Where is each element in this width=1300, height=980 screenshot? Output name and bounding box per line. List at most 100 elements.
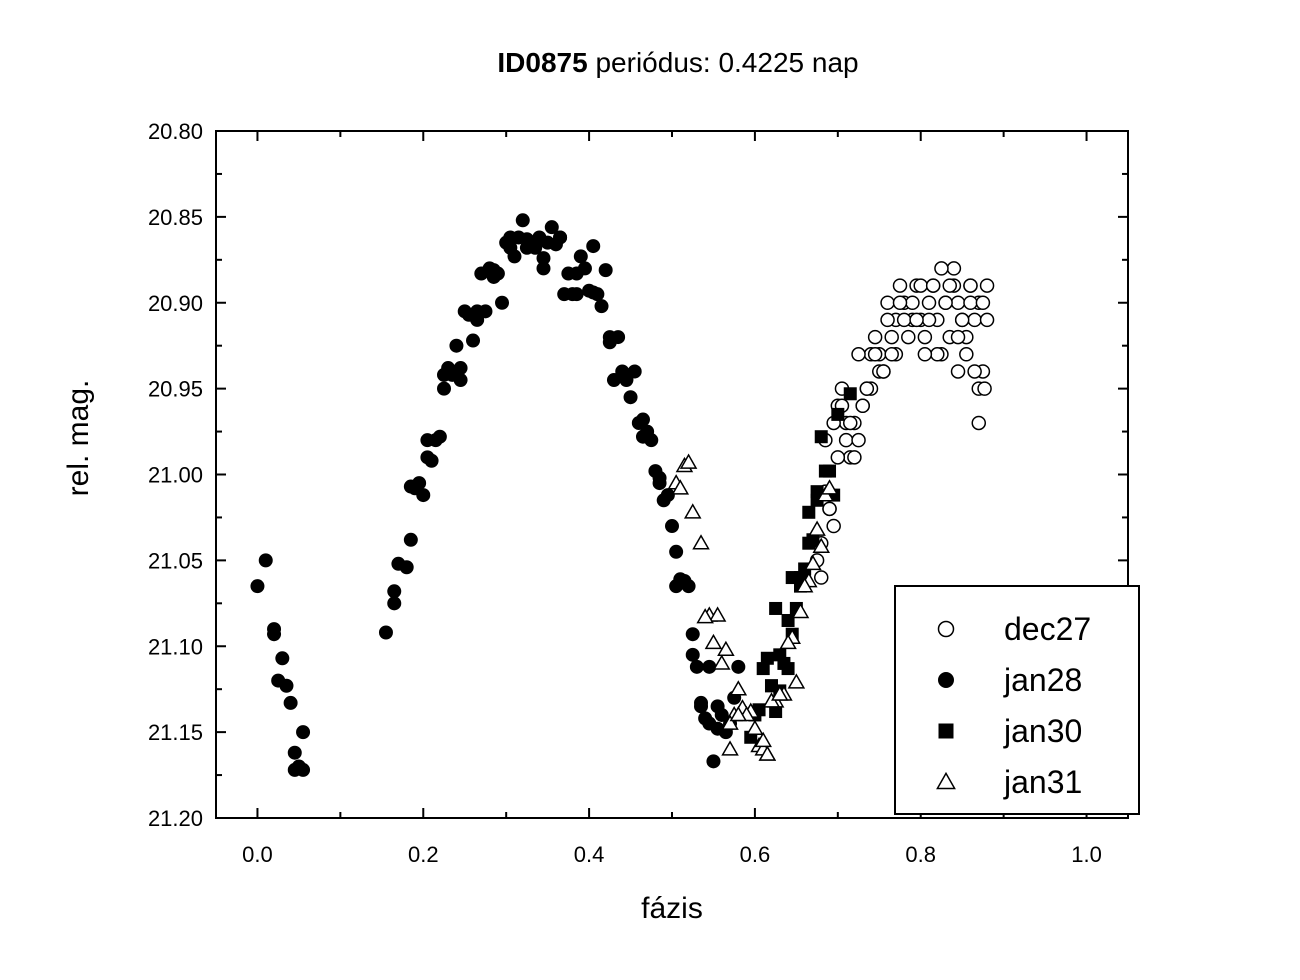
data-point-jan28	[586, 285, 601, 300]
y-tick-label: 20.85	[148, 205, 203, 230]
data-point-jan30	[760, 651, 774, 665]
legend-marker-jan31	[936, 771, 956, 790]
y-tick-label: 21.10	[148, 634, 203, 659]
data-point-dec27	[909, 312, 924, 328]
data-point-jan28	[378, 625, 393, 640]
chart-title-id: ID0875	[497, 47, 587, 78]
data-point-jan28	[635, 412, 650, 427]
data-point-jan31	[717, 640, 735, 657]
data-point-jan30	[781, 662, 795, 676]
data-point-jan28	[432, 429, 447, 444]
data-point-jan31	[820, 479, 839, 495]
data-point-dec27	[950, 329, 966, 345]
data-point-jan30	[814, 430, 828, 444]
data-point-dec27	[838, 432, 854, 448]
data-point-dec27	[959, 347, 974, 362]
x-tick-label: 0.4	[574, 842, 605, 867]
y-tick-label: 21.05	[148, 548, 203, 573]
data-point-jan28	[569, 266, 584, 281]
data-point-jan28	[466, 333, 481, 348]
y-tick-label: 20.90	[148, 291, 203, 316]
data-point-jan31	[721, 714, 739, 730]
data-point-jan31	[729, 680, 748, 696]
y-tick-label: 21.20	[148, 806, 203, 831]
data-point-jan28	[669, 579, 684, 594]
data-point-jan28	[453, 373, 468, 388]
data-point-jan30	[810, 485, 824, 499]
data-point-jan28	[412, 476, 427, 491]
data-point-jan30	[781, 613, 795, 627]
data-point-dec27	[975, 295, 991, 310]
data-point-jan28	[553, 230, 568, 245]
chart-title: ID0875 periódus: 0.4225 nap	[497, 47, 858, 78]
data-point-jan31	[721, 740, 739, 756]
legend-box	[894, 585, 1140, 815]
data-point-jan31	[704, 633, 723, 650]
x-tick-label: 0.0	[242, 842, 273, 867]
data-point-jan28	[652, 476, 667, 491]
data-point-jan28	[619, 371, 634, 386]
y-tick-label: 20.95	[148, 377, 203, 402]
data-point-jan28	[602, 335, 617, 350]
data-point-jan28	[283, 695, 298, 710]
data-point-jan28	[544, 220, 559, 235]
data-point-jan28	[669, 544, 684, 559]
data-point-jan28	[706, 754, 721, 769]
y-axis-label: rel. mag.	[62, 380, 95, 497]
data-point-dec27	[967, 312, 982, 328]
data-point-dec27	[892, 295, 908, 310]
x-tick-label: 0.8	[905, 842, 936, 867]
data-point-jan28	[702, 659, 717, 674]
data-point-jan30	[756, 662, 770, 676]
data-point-jan31	[712, 654, 731, 670]
data-point-dec27	[892, 278, 908, 293]
data-point-jan28	[503, 240, 518, 255]
data-point-dec27	[925, 278, 941, 293]
x-tick-label: 0.6	[740, 842, 771, 867]
data-point-dec27	[830, 450, 846, 465]
data-point-jan28	[275, 651, 290, 666]
data-point-jan30	[843, 387, 857, 401]
data-point-dec27	[876, 364, 891, 379]
series-jan30	[744, 387, 857, 744]
data-point-dec27	[921, 295, 937, 310]
data-point-jan31	[746, 719, 764, 736]
data-point-dec27	[913, 278, 928, 293]
data-point-jan28	[635, 429, 650, 444]
data-point-jan28	[694, 699, 709, 714]
data-point-jan31	[787, 673, 806, 689]
data-point-dec27	[950, 364, 966, 379]
data-point-jan31	[804, 554, 822, 571]
data-point-jan31	[696, 608, 714, 624]
legend-label-jan28: jan28	[1003, 662, 1082, 698]
data-point-jan28	[623, 390, 638, 405]
data-point-dec27	[901, 329, 916, 345]
data-point-dec27	[905, 295, 920, 310]
data-point-jan30	[802, 536, 816, 550]
data-point-jan31	[795, 577, 814, 593]
data-point-jan28	[731, 659, 746, 674]
data-point-jan31	[771, 685, 789, 701]
legend-label-jan31: jan31	[1003, 764, 1082, 800]
data-point-dec27	[917, 329, 933, 345]
legend: dec27 jan28 jan30 jan31	[894, 585, 1140, 815]
data-point-jan28	[685, 647, 700, 662]
data-point-dec27	[884, 329, 899, 345]
data-point-dec27	[859, 381, 875, 396]
data-point-dec27	[979, 312, 995, 328]
data-point-dec27	[963, 295, 978, 310]
data-point-jan31	[679, 453, 698, 469]
data-point-dec27	[896, 312, 912, 328]
data-point-jan28	[470, 304, 485, 319]
data-point-jan28	[714, 707, 729, 722]
data-point-jan30	[769, 601, 783, 615]
data-point-jan28	[685, 627, 700, 642]
data-point-dec27	[851, 432, 866, 448]
y-tick-label: 21.00	[148, 463, 203, 488]
data-point-dec27	[942, 278, 957, 293]
data-point-jan31	[708, 606, 727, 622]
data-point-dec27	[867, 329, 883, 345]
data-point-jan30	[823, 464, 837, 478]
data-point-jan31	[683, 503, 702, 519]
